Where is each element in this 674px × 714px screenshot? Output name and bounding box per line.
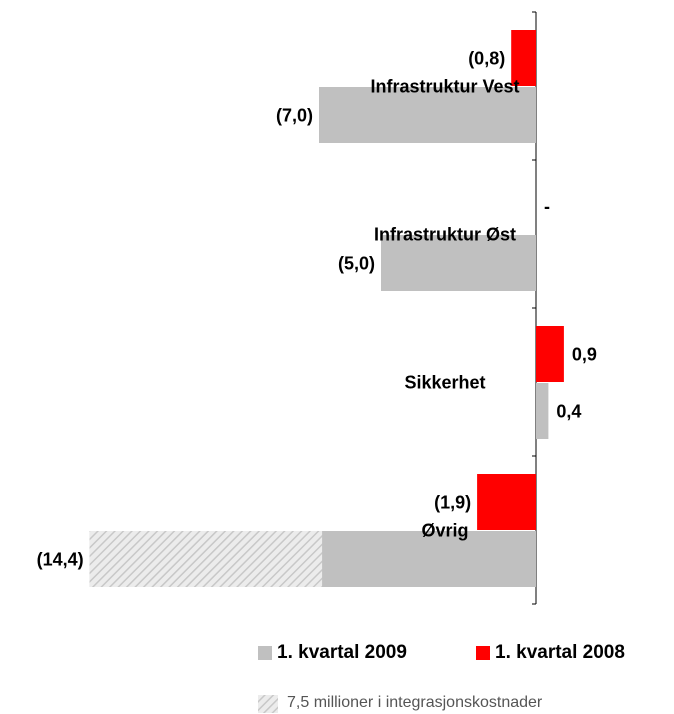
bar: [381, 235, 536, 291]
category-label: Infrastruktur Øst: [373, 224, 517, 245]
category-label: Øvrig: [421, 520, 469, 541]
legend-swatch: [258, 646, 272, 660]
bar: [511, 30, 536, 86]
value-label: (14,4): [36, 549, 84, 569]
value-label: 0,4: [556, 401, 582, 421]
legend-swatch: [476, 646, 490, 660]
hatched-segment: [89, 531, 323, 587]
category-label: Infrastruktur Vest: [370, 76, 520, 97]
bar: [536, 326, 564, 382]
category-label: Sikkerhet: [404, 372, 486, 393]
legend-label: 1. kvartal 2008: [495, 642, 625, 663]
annotation: 7,5 millioner i integrasjonskostnader: [287, 694, 543, 711]
bar: [536, 383, 549, 439]
value-label: (0,8): [468, 48, 506, 68]
legend-label: 1. kvartal 2009: [277, 642, 407, 663]
value-label: 0,9: [571, 344, 597, 364]
bar: [477, 474, 536, 530]
value-label: (7,0): [275, 105, 313, 125]
bar: [319, 87, 536, 143]
value-label: (1,9): [434, 492, 472, 512]
value-label: (5,0): [337, 253, 375, 273]
annotation-swatch: [258, 695, 278, 713]
value-label: -: [544, 196, 550, 216]
